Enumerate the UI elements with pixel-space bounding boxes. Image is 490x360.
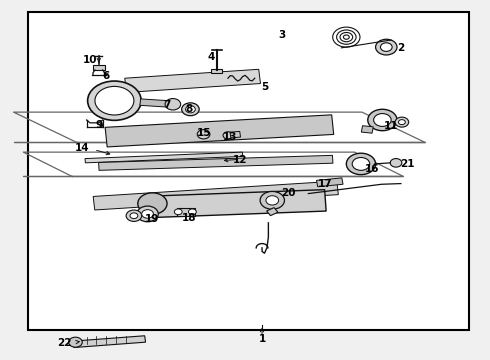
Polygon shape bbox=[125, 69, 261, 93]
Circle shape bbox=[374, 113, 391, 126]
Text: 15: 15 bbox=[196, 128, 211, 138]
Polygon shape bbox=[98, 156, 333, 170]
Circle shape bbox=[390, 158, 402, 167]
Circle shape bbox=[266, 196, 279, 205]
Circle shape bbox=[95, 86, 134, 115]
Polygon shape bbox=[85, 152, 243, 163]
Text: 11: 11 bbox=[384, 121, 398, 131]
Circle shape bbox=[368, 109, 397, 131]
Polygon shape bbox=[267, 208, 278, 216]
Text: 17: 17 bbox=[318, 179, 333, 189]
Circle shape bbox=[223, 132, 233, 139]
Text: 22: 22 bbox=[57, 338, 72, 348]
Polygon shape bbox=[317, 178, 343, 187]
Polygon shape bbox=[93, 181, 339, 210]
Text: 20: 20 bbox=[282, 188, 296, 198]
Circle shape bbox=[142, 210, 153, 218]
Circle shape bbox=[186, 106, 196, 113]
Text: 8: 8 bbox=[185, 104, 193, 113]
Text: 1: 1 bbox=[258, 334, 266, 344]
Text: 6: 6 bbox=[102, 71, 110, 81]
Text: 12: 12 bbox=[233, 156, 247, 165]
Circle shape bbox=[380, 43, 392, 51]
Text: 9: 9 bbox=[95, 120, 102, 130]
Text: 4: 4 bbox=[207, 52, 215, 62]
Polygon shape bbox=[152, 190, 326, 217]
Text: 3: 3 bbox=[278, 30, 285, 40]
Circle shape bbox=[352, 157, 370, 170]
Text: 21: 21 bbox=[400, 159, 415, 169]
Circle shape bbox=[346, 153, 375, 175]
Circle shape bbox=[88, 81, 141, 120]
Text: 16: 16 bbox=[365, 164, 379, 174]
Polygon shape bbox=[140, 99, 175, 108]
Circle shape bbox=[137, 206, 158, 222]
Bar bbox=[177, 208, 196, 216]
Polygon shape bbox=[230, 131, 241, 138]
Text: 5: 5 bbox=[261, 82, 268, 92]
Circle shape bbox=[398, 120, 405, 125]
Circle shape bbox=[126, 210, 142, 221]
Circle shape bbox=[69, 337, 82, 347]
Circle shape bbox=[260, 192, 285, 209]
Circle shape bbox=[182, 103, 199, 116]
Circle shape bbox=[138, 193, 167, 214]
Bar bbox=[211, 68, 221, 73]
Text: 18: 18 bbox=[182, 212, 196, 222]
Text: 19: 19 bbox=[145, 214, 160, 224]
Circle shape bbox=[189, 209, 196, 215]
Circle shape bbox=[197, 130, 210, 139]
Text: 14: 14 bbox=[74, 143, 89, 153]
Circle shape bbox=[165, 99, 181, 110]
Polygon shape bbox=[105, 115, 334, 147]
Polygon shape bbox=[73, 336, 146, 347]
Text: 7: 7 bbox=[163, 100, 171, 110]
Circle shape bbox=[174, 209, 182, 215]
Text: 10: 10 bbox=[83, 55, 98, 65]
Circle shape bbox=[395, 117, 409, 127]
Text: 2: 2 bbox=[397, 43, 405, 53]
Circle shape bbox=[375, 39, 397, 55]
Text: 13: 13 bbox=[223, 132, 238, 142]
Bar bbox=[93, 64, 105, 70]
Circle shape bbox=[130, 213, 138, 219]
Bar bbox=[28, 12, 469, 330]
Polygon shape bbox=[361, 126, 373, 133]
